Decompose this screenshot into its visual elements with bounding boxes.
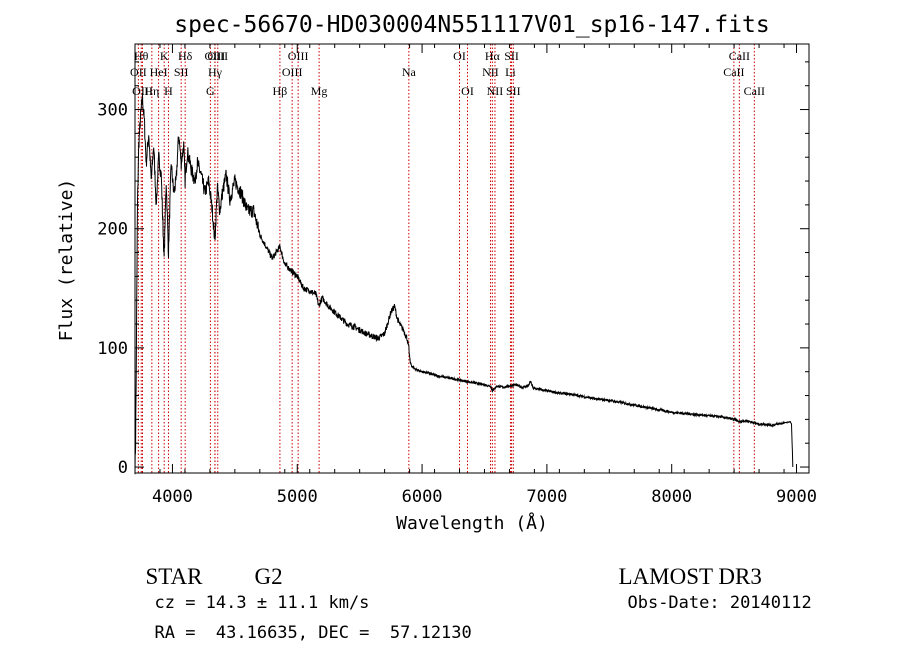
- line-marker-label: Mg: [311, 84, 328, 98]
- redshift-info: cz = 14.3 ± 11.1 km/s: [134, 573, 369, 613]
- line-marker-label: OI: [453, 49, 466, 63]
- redshift-text: cz = 14.3 ± 11.1 km/s: [154, 593, 370, 613]
- line-marker-label: CaII: [744, 84, 765, 98]
- object-class: STAR: [134, 538, 203, 590]
- line-marker-label: OIII: [207, 49, 228, 63]
- y-tick-label: 300: [97, 101, 128, 121]
- line-marker-label: OIII: [205, 49, 226, 63]
- line-marker-label: Hγ: [208, 65, 223, 79]
- spectral-subclass-text: G2: [254, 564, 283, 589]
- obs-date: Obs-Date: 20140112: [607, 573, 812, 613]
- y-tick-label: 100: [97, 339, 128, 359]
- line-marker-label: OIII: [282, 65, 303, 79]
- y-tick-label: 0: [118, 458, 128, 478]
- line-marker-label: CaII: [723, 65, 744, 79]
- y-axis-label: Flux (relative): [56, 179, 77, 342]
- obs-date-text: Obs-Date: 20140112: [627, 593, 812, 613]
- line-marker-label: OIII: [132, 84, 153, 98]
- y-tick-label: 200: [97, 220, 128, 240]
- line-marker-label: Hα: [485, 49, 501, 63]
- emission-line-markers: [137, 44, 755, 473]
- object-class-text: STAR: [145, 564, 203, 589]
- x-tick-label: 7000: [526, 487, 567, 507]
- x-axis-label: Wavelength (Å): [396, 512, 548, 534]
- line-marker-label: Hβ: [273, 84, 288, 98]
- survey-name-text: LAMOST DR3: [618, 564, 762, 589]
- line-marker-label: Hθ: [134, 49, 149, 63]
- line-marker-label: Na: [402, 65, 417, 79]
- line-marker-label: SII: [174, 65, 189, 79]
- line-marker-label: Li: [505, 65, 516, 79]
- x-tick-label: 8000: [651, 487, 692, 507]
- line-marker-label: HeI: [150, 65, 168, 79]
- line-marker-label: OIII: [288, 49, 309, 63]
- line-marker-label: SII: [504, 49, 519, 63]
- survey-name: LAMOST DR3: [607, 538, 762, 590]
- chart-title: spec-56670-HD030004N551117V01_sp16-147.f…: [174, 12, 769, 38]
- line-marker-label: K: [160, 49, 169, 63]
- y-axis-ticks: 0 100 200 300: [97, 61, 809, 478]
- x-tick-label: 5000: [277, 487, 318, 507]
- spectral-subclass: G2: [243, 538, 283, 590]
- line-marker-label: Hδ: [178, 49, 193, 63]
- coordinates: RA = 43.16635, DEC = 57.12130: [134, 603, 472, 643]
- line-marker-label: OI: [461, 84, 474, 98]
- x-tick-label: 4000: [152, 487, 193, 507]
- x-tick-label: 6000: [402, 487, 443, 507]
- plot-frame: [134, 43, 810, 474]
- x-tick-label: 9000: [776, 487, 817, 507]
- spectrum-line: [134, 92, 794, 475]
- coordinates-text: RA = 43.16635, DEC = 57.12130: [154, 623, 472, 643]
- line-marker-label: G: [206, 84, 215, 98]
- line-marker-label: Hη: [144, 84, 159, 98]
- line-marker-label: SII: [506, 84, 521, 98]
- line-marker-label: H: [164, 84, 173, 98]
- emission-line-labels: OIIHθOIIIHηHeIKHSIIHδGOIIIHγOIIIHβOIIIOI…: [130, 49, 765, 98]
- x-axis-ticks: 4000 5000 6000 7000 8000 9000: [152, 44, 817, 507]
- line-marker-label: CaII: [729, 49, 750, 63]
- line-marker-label: OII: [130, 65, 147, 79]
- line-marker-label: NII: [482, 65, 499, 79]
- line-marker-label: NII: [487, 84, 504, 98]
